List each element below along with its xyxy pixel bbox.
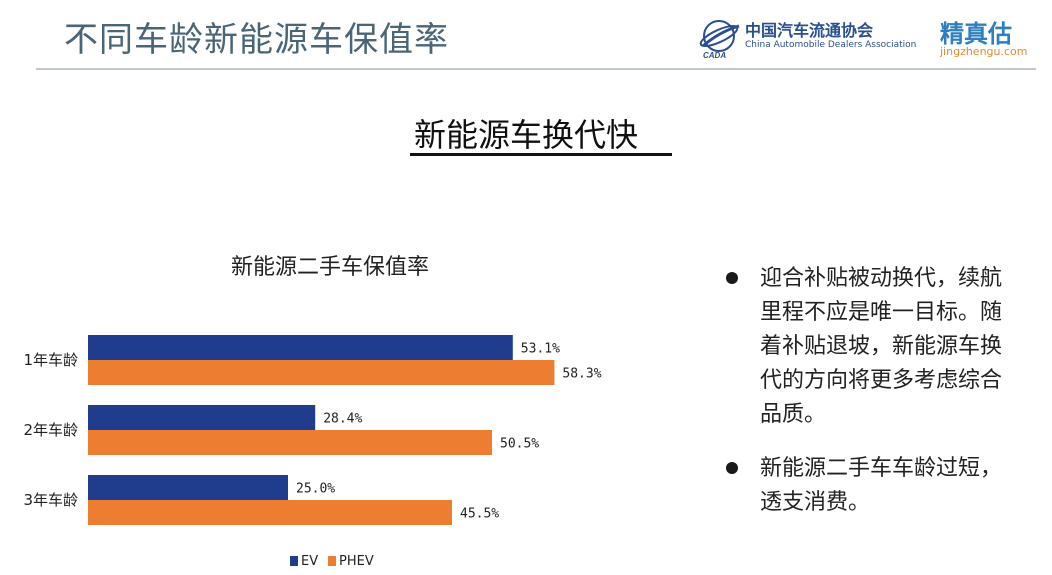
- data-label: 53.1%: [521, 342, 560, 357]
- bar-ev: [88, 475, 288, 500]
- data-label: 28.4%: [323, 412, 362, 427]
- bar-phev: [88, 500, 452, 525]
- plot-area: 1年车龄 53.1%58.3% 2年车龄 28.4% 50.5% 3年车龄 25.0% 45.…: [23, 335, 602, 525]
- data-label: 50.5%: [500, 437, 539, 452]
- legend-label: PHEV: [339, 554, 374, 569]
- bar-ev: [88, 335, 513, 360]
- bar-phev: [88, 430, 492, 455]
- page-title: 不同车龄新能源车保值率: [64, 20, 449, 60]
- jzg-url: jingzhengu.com: [940, 45, 1028, 58]
- cada-emblem-icon: CADA: [699, 20, 740, 60]
- header-divider: [36, 68, 1036, 70]
- note-item: 新能源二手车车龄过短，透支消费。: [722, 452, 1012, 520]
- bullet-icon: [726, 462, 738, 474]
- cada-abbr: CADA: [703, 51, 726, 60]
- legend-swatch: [290, 556, 298, 566]
- bar-chart: 新能源二手车保值率 1年车龄 53.1%58.3% 2年车龄 28.4% 50.5% 3年…: [23, 255, 602, 569]
- cada-name-en: China Automobile Dealers Association: [745, 40, 917, 50]
- chart-title: 新能源二手车保值率: [231, 255, 429, 280]
- jzg-name-cn: 精真估: [940, 20, 1012, 48]
- category-label: 2年车龄: [23, 421, 78, 439]
- jzg-logo: 精真估 jingzhengu.com: [932, 14, 1042, 60]
- subtitle-underline: [410, 153, 672, 156]
- note-text: 迎合补贴被动换代，续航里程不应是唯一目标。随着补贴退坡，新能源车换代的方向将更多…: [760, 266, 1003, 427]
- bar-phev: [88, 360, 555, 385]
- chart-legend: EV PHEV: [290, 554, 374, 569]
- data-label: 25.0%: [296, 482, 335, 497]
- slide-subtitle: 新能源车换代快: [414, 116, 639, 154]
- category-label: 3年车龄: [23, 491, 78, 509]
- header: 不同车龄新能源车保值率 CADA 中国汽车流通协会 China Automobi…: [0, 0, 1052, 70]
- legend-label: EV: [301, 554, 318, 569]
- note-item: 迎合补贴被动换代，续航里程不应是唯一目标。随着补贴退坡，新能源车换代的方向将更多…: [722, 262, 1012, 432]
- note-text: 新能源二手车车龄过短，透支消费。: [760, 456, 1003, 515]
- data-label: 45.5%: [460, 507, 499, 522]
- cada-logo: CADA 中国汽车流通协会 China Automobile Dealers A…: [697, 14, 916, 60]
- category-label: 1年车龄: [23, 351, 78, 369]
- cada-name-cn: 中国汽车流通协会: [745, 21, 874, 40]
- data-label: 58.3%: [562, 367, 601, 382]
- side-notes: 迎合补贴被动换代，续航里程不应是唯一目标。随着补贴退坡，新能源车换代的方向将更多…: [722, 262, 1012, 540]
- legend-swatch: [328, 556, 336, 566]
- bar-ev: [88, 405, 316, 430]
- bullet-icon: [726, 272, 738, 284]
